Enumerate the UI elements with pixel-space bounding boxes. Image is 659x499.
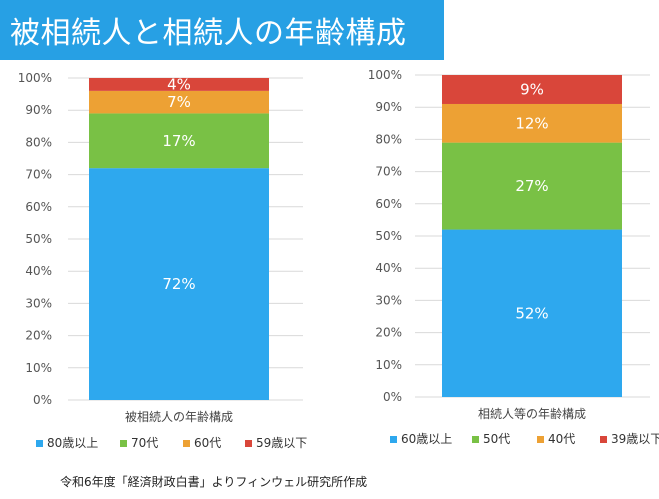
chart-2-bar-segment-3 [442,103,622,143]
chart-1-bar-segment-1 [89,168,269,400]
chart-1-y-tick-label: 90% [25,103,52,117]
chart-1-y-tick-label: 40% [25,264,52,278]
chart-1-y-tick-label: 70% [25,168,52,182]
chart-2-y-tick-label: 30% [375,293,402,307]
chart-2-y-tick-label: 10% [375,358,402,372]
chart-2-y-tick-label: 80% [375,132,402,146]
chart-1-data-label-4: 4% [167,75,191,93]
chart-1-data-label-1: 72% [162,275,195,293]
chart-2-legend-swatch-3 [537,436,544,443]
chart-2-y-tick-label: 40% [375,261,402,275]
chart-2-data-label-3: 12% [515,114,548,132]
chart-1-bar-segment-3 [89,90,269,114]
chart-2-y-tick-label: 20% [375,326,402,340]
chart-1-y-tick-label: 60% [25,200,52,214]
chart-2-legend-label-1: 60歳以上 [401,432,452,446]
page-title: 被相続人と相続人の年齢構成 [10,16,407,51]
chart-1-legend-label-3: 60代 [194,436,221,450]
chart-1-legend-swatch-4 [245,440,252,447]
chart-2-legend-label-2: 50代 [483,432,510,446]
chart-1-legend-swatch-1 [36,440,43,447]
chart-2-bar-segment-4 [442,75,622,104]
chart-1-legend-swatch-3 [183,440,190,447]
chart-1-legend-label-2: 70代 [131,436,158,450]
chart-1-data-label-3: 7% [167,93,191,111]
chart-2-y-tick-label: 0% [383,390,402,404]
source-note: 令和6年度「経済財政白書」よりフィンウェル研究所作成 [60,475,368,489]
chart-1-bar-segment-2 [89,113,269,169]
chart-1-data-label-2: 17% [162,132,195,150]
chart-2-y-tick-label: 50% [375,229,402,243]
chart-2-data-label-2: 27% [515,177,548,195]
chart-2-legend-swatch-2 [472,436,479,443]
chart-2-y-tick-label: 90% [375,100,402,114]
title-banner: 被相続人と相続人の年齢構成 [0,0,444,60]
chart-2-data-label-1: 52% [515,304,548,322]
chart-1-legend-label-4: 59歳以下 [256,436,307,450]
chart-1-bar-segment-4 [89,78,269,91]
chart-2-category-label: 相続人等の年齢構成 [478,406,586,421]
chart-1-y-tick-label: 0% [33,393,52,407]
chart-2-legend-label-3: 40代 [548,432,575,446]
chart-1-legend-label-1: 80歳以上 [47,436,98,450]
chart-2-legend-label-4: 39歳以下 [611,432,659,446]
chart-2-bar-segment-1 [442,229,622,397]
chart-2-bar-segment-2 [442,142,622,230]
chart-1-y-tick-label: 20% [25,329,52,343]
chart-1-y-tick-label: 30% [25,296,52,310]
chart-2-legend-swatch-1 [390,436,397,443]
chart-1-legend-swatch-2 [120,440,127,447]
chart-1-y-tick-label: 80% [25,135,52,149]
chart-1-y-tick-label: 50% [25,232,52,246]
chart-1-y-tick-label: 100% [18,71,52,85]
chart-2-data-label-4: 9% [520,80,544,98]
chart-1-y-tick-label: 10% [25,361,52,375]
chart-2-y-tick-label: 70% [375,165,402,179]
chart-2-y-tick-label: 60% [375,197,402,211]
chart-2-legend-swatch-4 [600,436,607,443]
chart-1-category-label: 被相続人の年齢構成 [125,409,233,424]
chart-2-y-tick-label: 100% [368,68,402,82]
